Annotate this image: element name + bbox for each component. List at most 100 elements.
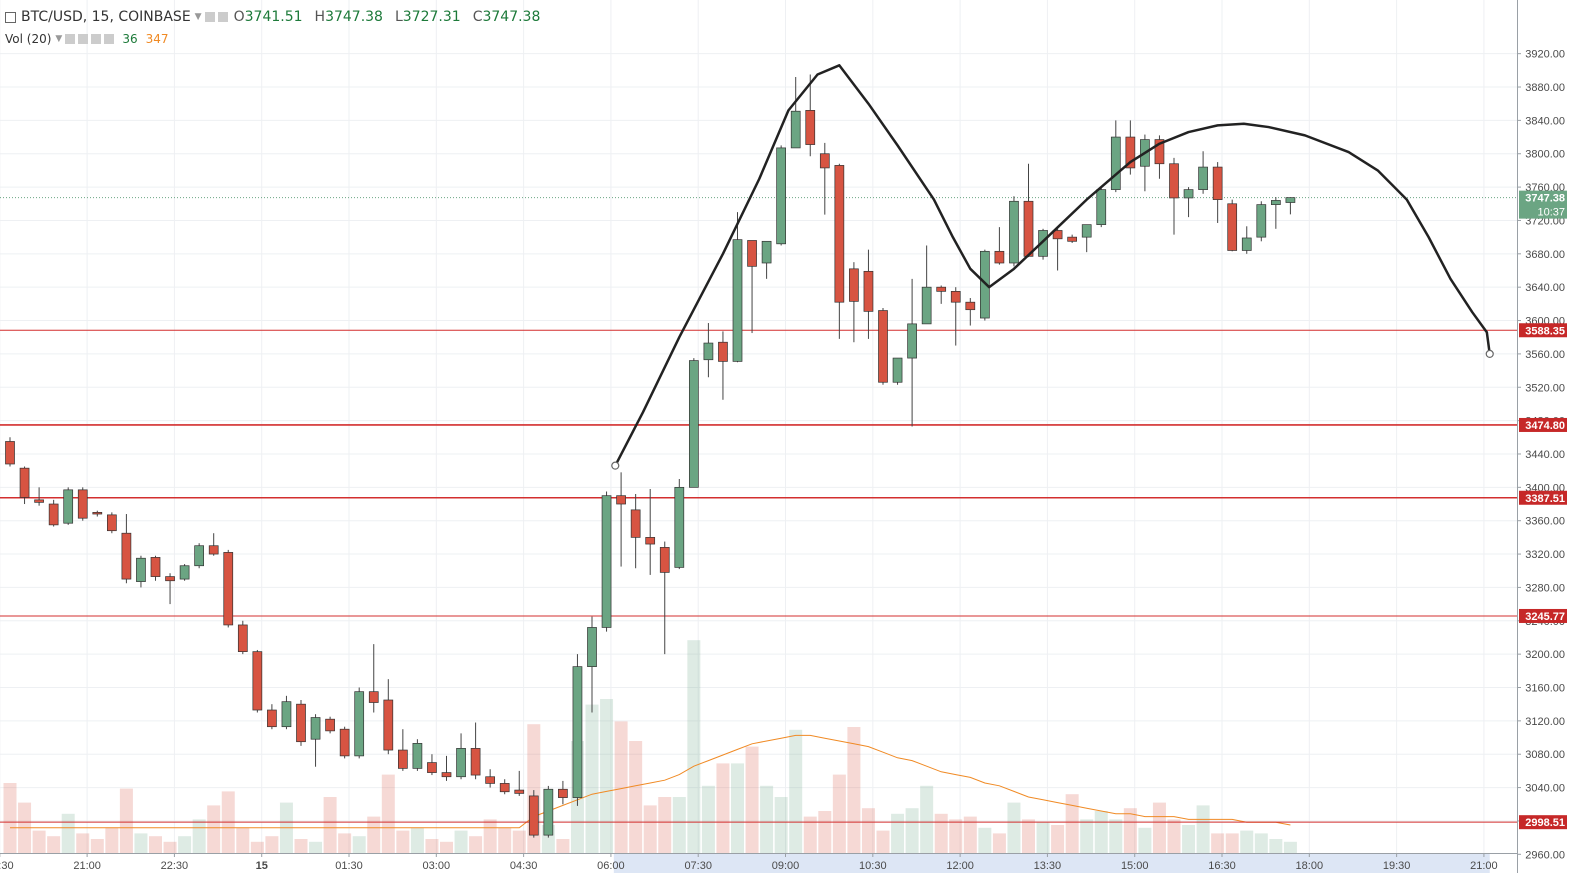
price-tick-label: 3680.00 [1525, 249, 1565, 261]
volume-bar [338, 833, 352, 853]
candle-body [703, 342, 714, 361]
candle-body [237, 624, 248, 652]
volume-bar [847, 727, 861, 853]
bullish-candle [136, 555, 146, 588]
bullish-candle [1140, 134, 1150, 192]
bullish-candle [921, 245, 932, 325]
volume-bar [119, 788, 133, 853]
candle-body [310, 717, 321, 740]
candle-body [994, 250, 1005, 264]
candle-body [354, 691, 365, 757]
time-tick-label: 15:00 [1121, 860, 1149, 872]
bullish-candle [412, 739, 423, 771]
candle-body [805, 110, 816, 145]
chevron-down-icon[interactable]: ▼ [194, 12, 202, 22]
collapse-icon[interactable] [5, 11, 16, 23]
time-tick-label: 16:30 [1208, 860, 1236, 872]
candle-body [543, 788, 554, 836]
volume-bar [192, 819, 206, 853]
time-tick-label: 12:00 [946, 860, 974, 872]
volume-bar [963, 816, 977, 853]
bullish-candle [543, 785, 554, 838]
bullish-candle [587, 616, 597, 713]
volume-bar [789, 729, 803, 853]
volume-bar [643, 805, 657, 853]
volume-bar [440, 841, 453, 853]
bullish-candle [776, 145, 787, 246]
bullish-candle [601, 491, 612, 632]
candle-body [747, 240, 757, 267]
bearish-candle [499, 779, 510, 795]
candle-body [1212, 166, 1223, 200]
candle-body [718, 341, 728, 362]
bearish-candle [659, 541, 670, 655]
time-tick-label: 21:00 [1470, 860, 1498, 872]
volume-bar [585, 704, 599, 853]
volume-bar [701, 785, 715, 853]
symbol-header: BTC/USD, 15, COINBASE ▼ O 3741.51 H 3747.3… [5, 9, 546, 25]
candle-body [106, 514, 117, 532]
volume-bar [1196, 805, 1210, 853]
candle-body [1096, 189, 1107, 225]
bearish-candle [1023, 163, 1034, 258]
bullish-candle [572, 654, 583, 806]
volume-bar [178, 836, 192, 853]
candle-body [267, 709, 277, 728]
bearish-candle [849, 262, 859, 343]
price-level-badge [1519, 490, 1567, 505]
volume-up-value: 36 [122, 32, 138, 46]
candle-body [252, 651, 263, 711]
bearish-candle [92, 510, 103, 517]
symbol-label[interactable]: BTC/USD, 15, COINBASE [21, 9, 191, 25]
candle-body [5, 441, 15, 465]
eye-icon[interactable] [65, 34, 76, 44]
price-tick-label: 3800.00 [1525, 149, 1565, 161]
candle-body [878, 310, 888, 383]
time-axis: 19:30 21:00 22:30 15 01:30 03:00 04:30 06:00 07:… [0, 853, 1517, 873]
volume-bar [861, 808, 875, 853]
close-icon[interactable] [104, 34, 115, 44]
add-icon[interactable] [91, 34, 102, 44]
countdown-label: 10:37 [1537, 207, 1565, 219]
candle-body [819, 153, 830, 169]
freehand-drawing [614, 64, 1491, 467]
bearish-candle [528, 790, 539, 838]
bullish-candle [1096, 187, 1107, 228]
volume-bar [760, 785, 774, 853]
candle-body [1023, 200, 1034, 257]
candle-body [659, 547, 670, 573]
price-tick-label: 3880.00 [1525, 82, 1565, 94]
bearish-candle [121, 514, 132, 584]
volume-label[interactable]: Vol (20) [5, 32, 52, 46]
bearish-candle [805, 74, 816, 157]
time-tick-label: 04:30 [510, 860, 538, 872]
bullish-candle [1081, 224, 1092, 253]
volume-bar [3, 783, 17, 853]
volume-bar [512, 830, 526, 853]
candle-body [63, 489, 74, 524]
gear-icon[interactable] [78, 34, 89, 44]
candle-body [790, 110, 801, 149]
close-label: C [472, 9, 483, 25]
volume-bar [149, 836, 162, 853]
bullish-candle [456, 733, 466, 780]
volume-bar [454, 830, 468, 853]
candle-body [34, 499, 44, 503]
bearish-candle [368, 644, 379, 713]
bearish-candle [398, 729, 408, 771]
bullish-candle [790, 77, 801, 149]
time-tick-label: 22:30 [161, 860, 189, 872]
volume-bar [1269, 839, 1283, 853]
eye-icon[interactable] [204, 12, 215, 22]
bearish-candle [1212, 162, 1223, 223]
candle-body [834, 165, 845, 303]
gear-icon[interactable] [217, 12, 228, 22]
volume-down-value: 347 [145, 32, 169, 46]
candle-body [383, 699, 394, 751]
candle-body [674, 486, 685, 568]
chevron-down-icon[interactable]: ▼ [55, 34, 63, 44]
candle-body [514, 789, 525, 794]
candle-body [936, 286, 947, 292]
candle-body [398, 749, 408, 769]
